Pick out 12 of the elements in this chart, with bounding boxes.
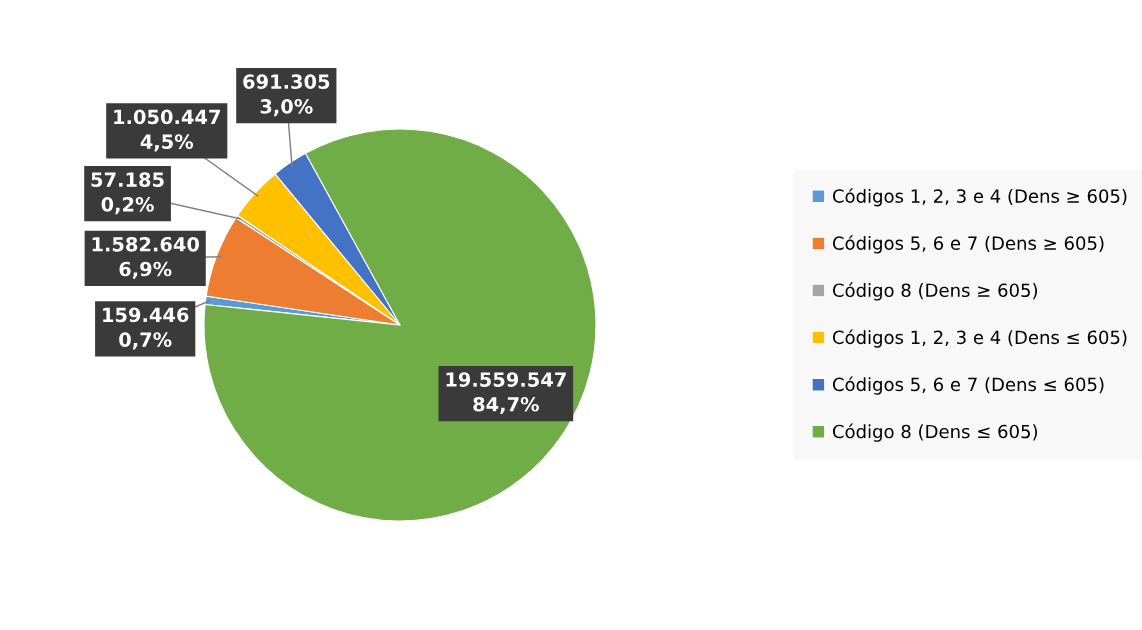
data-label: 19.559.547 84,7%	[446, 372, 566, 415]
legend-label: Código 8 (Dens ≥ 605)	[832, 282, 1038, 301]
legend-label: Códigos 1, 2, 3 e 4 (Dens ≤ 605)	[832, 329, 1127, 348]
legend-label: Códigos 5, 6 e 7 (Dens ≥ 605)	[832, 235, 1104, 254]
data-label: 1.050.447 4,5%	[114, 109, 220, 152]
data-label: 159.446 0,7%	[103, 307, 189, 350]
legend-label: Códigos 1, 2, 3 e 4 (Dens ≥ 605)	[832, 188, 1127, 207]
data-label: 691.305 3,0%	[243, 74, 330, 117]
data-label: 1.582.640 6,9%	[92, 236, 200, 279]
data-label: 57.185 0,2%	[91, 172, 164, 215]
legend-label: Códigos 5, 6 e 7 (Dens ≤ 605)	[832, 376, 1104, 395]
legend-label: Código 8 (Dens ≤ 605)	[832, 423, 1038, 442]
